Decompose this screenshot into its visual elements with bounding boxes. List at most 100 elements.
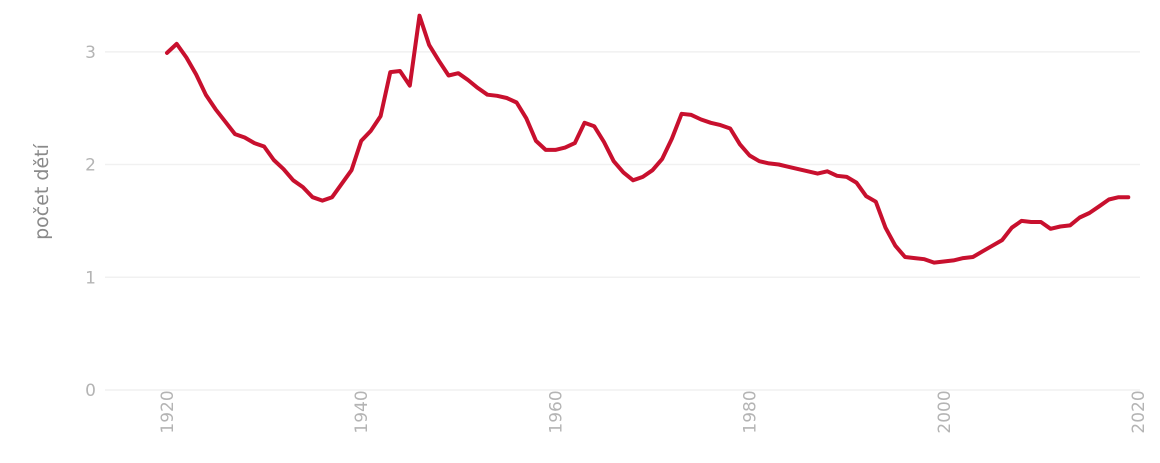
y-tick-label: 0 [85, 381, 96, 401]
data-point [690, 113, 693, 117]
data-point [767, 162, 771, 165]
data-point [651, 169, 654, 172]
data-point [806, 170, 810, 173]
data-point [194, 73, 198, 76]
data-point [612, 160, 615, 163]
data-point [738, 143, 742, 146]
data-point [175, 42, 178, 46]
data-point [874, 200, 877, 203]
data-point [1098, 205, 1101, 208]
data-point [631, 179, 635, 182]
data-point [1107, 198, 1111, 201]
data-point [428, 43, 431, 47]
data-point [544, 148, 547, 152]
data-point [680, 112, 683, 116]
data-point [340, 182, 343, 185]
data-point [1127, 196, 1130, 199]
data-point [835, 174, 839, 177]
data-point [398, 69, 402, 73]
data-point [486, 93, 489, 96]
x-tick-label: 1940 [352, 390, 372, 433]
data-point [476, 86, 479, 90]
data-point [515, 101, 518, 104]
data-point [816, 172, 819, 175]
data-point [369, 129, 373, 132]
data-point [845, 175, 848, 179]
x-tick-labels: 1920 1940 1960 1980 2000 2020 [158, 390, 1149, 433]
y-tick-labels: 0 1 2 3 [85, 43, 96, 401]
data-point [622, 171, 625, 174]
data-point [670, 137, 674, 140]
data-point [787, 165, 790, 168]
series-layer [165, 13, 1131, 265]
data-point [1049, 227, 1052, 230]
data-point [418, 14, 421, 17]
data-point [1030, 220, 1033, 224]
data-point [466, 78, 470, 82]
data-point [437, 59, 441, 62]
data-point [262, 145, 266, 148]
x-tick-label: 1980 [741, 390, 761, 433]
data-point [593, 125, 596, 128]
data-point [903, 255, 907, 259]
data-point [1078, 216, 1081, 219]
gridlines [105, 51, 1140, 391]
data-point [894, 244, 897, 247]
data-point [301, 185, 305, 189]
data-point [554, 148, 557, 152]
data-point [321, 199, 324, 202]
data-point [360, 139, 363, 143]
x-tick-label: 1920 [158, 390, 178, 433]
data-point [233, 132, 237, 136]
data-point [826, 170, 829, 173]
y-tick-label: 3 [85, 43, 96, 63]
data-point [243, 136, 246, 139]
data-point [253, 141, 256, 145]
data-point [330, 196, 334, 199]
data-point [748, 154, 751, 157]
data-point [1010, 226, 1013, 229]
data-point [602, 140, 606, 144]
data-point [699, 118, 703, 121]
data-point [1000, 238, 1004, 242]
data-point [282, 167, 285, 171]
data-point [971, 255, 975, 259]
data-point [729, 127, 732, 130]
data-point [942, 260, 945, 263]
data-point [408, 84, 411, 87]
data-point [1020, 219, 1023, 223]
data-point [185, 56, 188, 59]
data-point [311, 196, 314, 199]
data-point [389, 70, 392, 74]
data-point [913, 256, 916, 260]
data-point [583, 121, 586, 125]
y-axis-label: počet dětí [31, 143, 53, 240]
data-point [709, 121, 712, 125]
data-point [534, 139, 538, 143]
data-point [855, 181, 858, 184]
data-point [641, 175, 644, 179]
data-point [495, 94, 499, 98]
data-point [1059, 225, 1062, 228]
data-point [447, 74, 450, 77]
data-point [1068, 224, 1072, 227]
data-point [350, 169, 353, 172]
data-point [573, 141, 576, 145]
data-point [1039, 220, 1043, 224]
data-point [1117, 196, 1120, 199]
data-point [991, 244, 994, 247]
x-tick-label: 2000 [935, 390, 955, 433]
data-point [563, 146, 567, 149]
data-point [661, 157, 664, 161]
data-point [962, 256, 965, 260]
data-point [758, 160, 761, 163]
x-tick-label: 2020 [1129, 390, 1149, 433]
y-tick-label: 2 [85, 156, 96, 176]
data-point [214, 108, 217, 111]
data-point [457, 72, 460, 75]
data-point [272, 158, 275, 162]
data-point [719, 123, 722, 127]
data-point [932, 261, 936, 264]
data-point [796, 167, 800, 171]
